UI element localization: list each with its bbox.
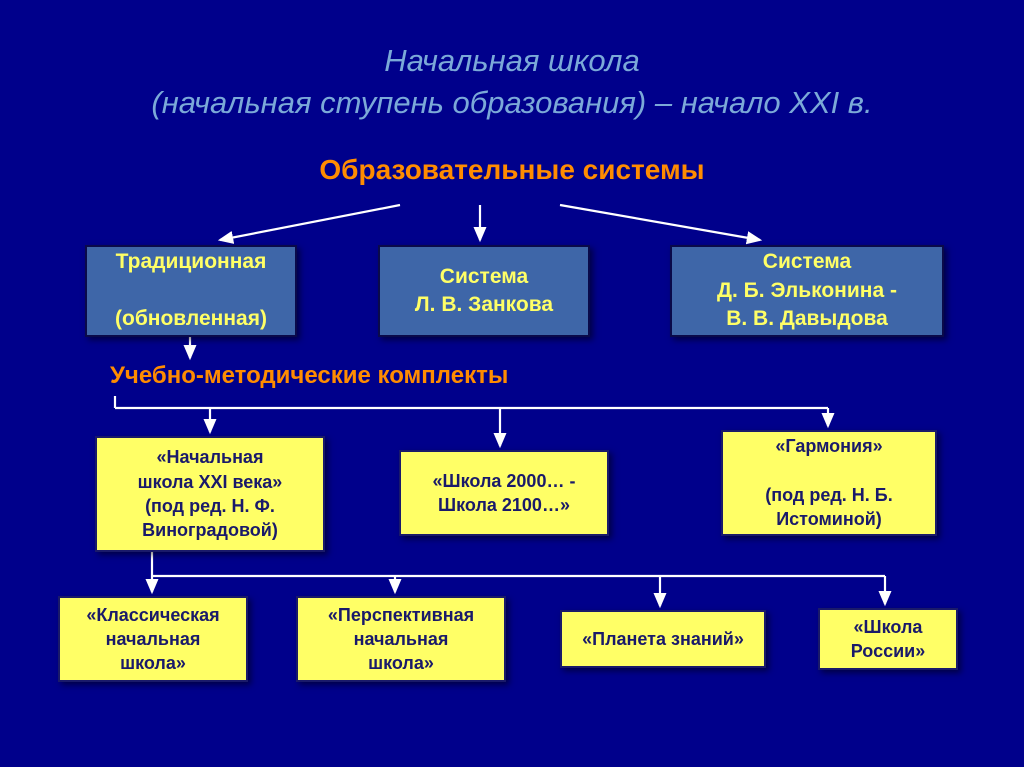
title-line1: Начальная школа [384,43,639,78]
slide-title: Начальная школа (начальная ступень образ… [0,0,1024,124]
node-b2: СистемаЛ. В. Занкова [378,245,590,337]
node-y3: «Гармония»(под ред. Н. Б.Истоминой) [721,430,937,536]
node-y2: «Школа 2000… -Школа 2100…» [399,450,609,536]
node-b1: Традиционная(обновленная) [85,245,297,337]
node-y4: «Классическаяначальнаяшкола» [58,596,248,682]
node-y5: «Перспективнаяначальнаяшкола» [296,596,506,682]
node-y1: «Начальнаяшкола XXI века»(под ред. Н. Ф.… [95,436,325,552]
node-y6: «Планета знаний» [560,610,766,668]
heading-education-systems: Образовательные системы [0,154,1024,186]
heading-teaching-kits: Учебно-методические комплекты [110,362,508,390]
node-y7: «ШколаРоссии» [818,608,958,670]
title-line2: (начальная ступень образования) – начало… [151,85,872,120]
node-b3: СистемаД. Б. Эльконина -В. В. Давыдова [670,245,944,337]
